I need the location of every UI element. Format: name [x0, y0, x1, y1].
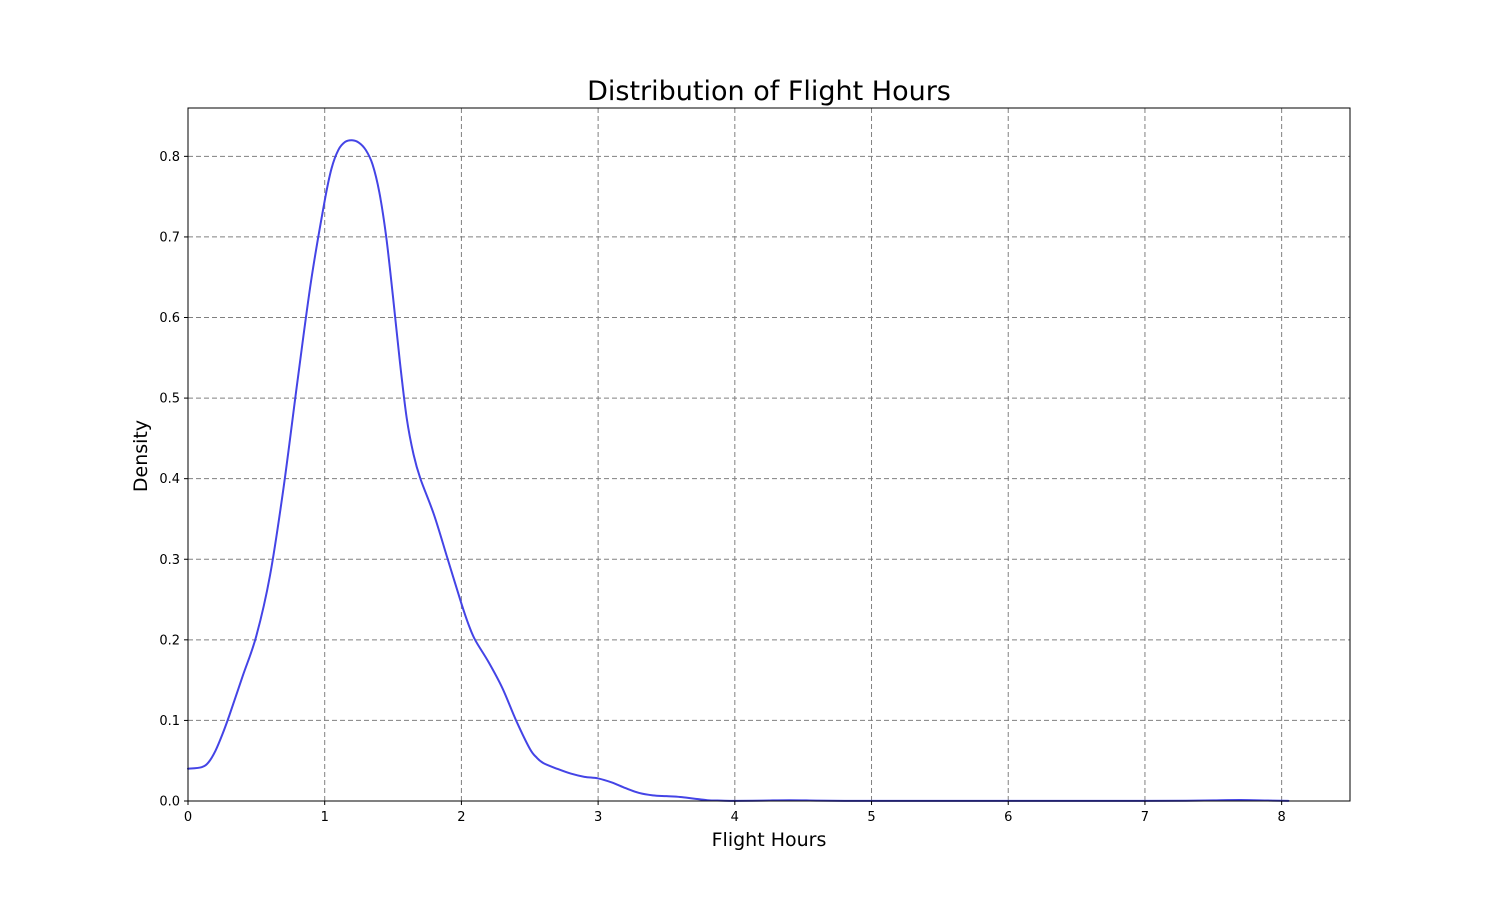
y-tick-label: 0.6	[159, 311, 180, 326]
x-tick-label: 8	[1278, 810, 1286, 825]
grid-lines	[188, 108, 1350, 801]
y-tick-label: 0.1	[159, 714, 180, 729]
x-tick-label: 6	[1004, 810, 1012, 825]
chart-title: Distribution of Flight Hours	[587, 76, 951, 107]
y-tick-label: 0.3	[159, 553, 180, 568]
y-tick-label: 0.2	[159, 633, 180, 648]
axis-ticks: 0 1 2 3 4 5 6 7 8 0.0 0.1 0.2 0.3 0.4 0.5 0.6 0.7 0.8	[159, 150, 1285, 825]
y-tick-label: 0.4	[159, 472, 180, 487]
density-curve	[187, 139, 1290, 802]
y-tick-label: 0.8	[159, 150, 180, 165]
x-tick-label: 3	[594, 810, 602, 825]
x-tick-label: 0	[184, 810, 192, 825]
y-axis-label: Density	[130, 420, 152, 492]
x-axis-label: Flight Hours	[712, 829, 827, 851]
y-tick-label: 0.0	[159, 795, 180, 810]
plot-frame	[187, 107, 1351, 802]
x-tick-label: 1	[321, 810, 329, 825]
y-tick-label: 0.7	[159, 230, 180, 245]
x-tick-label: 4	[731, 810, 739, 825]
series-layer	[187, 139, 1290, 802]
x-tick-label: 2	[457, 810, 465, 825]
x-tick-label: 7	[1141, 810, 1149, 825]
y-tick-label: 0.5	[159, 392, 180, 407]
x-tick-label: 5	[867, 810, 875, 825]
